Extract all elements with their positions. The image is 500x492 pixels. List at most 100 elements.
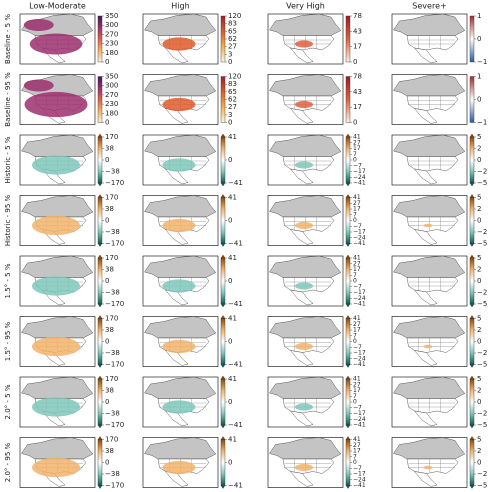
colorbar xyxy=(97,257,103,305)
row-label: Baseline - 5 % xyxy=(4,14,12,64)
colorbar xyxy=(220,76,226,123)
colorbar-tick-label: −17 xyxy=(353,471,366,478)
colorbar-tick-label: 0 xyxy=(228,58,232,66)
colorbar xyxy=(469,76,475,123)
colorbar-extend xyxy=(220,375,226,380)
column-title: Severe+ xyxy=(412,2,446,11)
row-label: 2.0° - 95 % xyxy=(4,442,12,482)
colorbar-tick-label: 5 xyxy=(477,194,481,202)
map-land-north xyxy=(269,74,342,97)
colorbar-tick-label: −24 xyxy=(353,295,366,302)
colorbar-tick-label: 0 xyxy=(477,398,481,406)
colorbar-tick-label: 0 xyxy=(353,278,357,285)
colorbar-extend xyxy=(220,315,226,319)
colorbar-tick-label: 38 xyxy=(105,387,114,395)
map-shading xyxy=(295,161,313,169)
colorbar-tick-label: −170 xyxy=(105,361,124,369)
colorbar xyxy=(220,197,226,244)
colorbar-tick-label: 41 xyxy=(228,436,237,444)
colorbar-tick-label: 7 xyxy=(353,332,357,339)
colorbar-tick-label: 0 xyxy=(228,338,232,346)
colorbar-extend xyxy=(469,254,475,259)
colorbar-tick-label: 38 xyxy=(105,266,114,274)
map-land-north xyxy=(269,134,342,157)
colorbar-extend xyxy=(97,243,103,247)
map-shading xyxy=(29,33,83,55)
row-label: Baseline - 95 % xyxy=(4,72,12,127)
map-land-north xyxy=(393,13,466,36)
colorbar xyxy=(469,257,475,305)
colorbar xyxy=(220,136,226,184)
map-land-us xyxy=(406,277,459,293)
map-land-north xyxy=(269,437,342,460)
map-shading xyxy=(295,100,313,109)
colorbar-extend xyxy=(469,375,475,380)
colorbar-tick-label: −41 xyxy=(228,361,243,369)
map-land-north xyxy=(269,376,342,399)
colorbar-tick-label: 170 xyxy=(105,315,118,323)
colorbar-tick-label: 43 xyxy=(353,27,362,35)
colorbar-extend xyxy=(345,243,351,247)
map-land-mexico xyxy=(290,471,314,487)
map-shading xyxy=(24,91,88,118)
map-shading xyxy=(162,279,196,293)
colorbar-tick-label: 38 xyxy=(105,205,114,213)
map-shading xyxy=(32,457,80,478)
colorbar-tick-label: 38 xyxy=(105,326,114,334)
colorbar-extend xyxy=(345,436,351,440)
map-land-mexico xyxy=(414,47,438,64)
map-land-north xyxy=(269,255,342,278)
colorbar-extend xyxy=(220,254,226,259)
map-land-mexico xyxy=(414,410,438,427)
colorbar xyxy=(469,15,475,63)
colorbar xyxy=(345,197,351,244)
colorbar-tick-label: −7 xyxy=(353,223,362,230)
map-shading xyxy=(295,282,313,290)
colorbar-tick-label: 83 xyxy=(228,80,237,88)
colorbar-tick-label: −41 xyxy=(353,482,366,489)
colorbar-tick-label: 0 xyxy=(353,157,357,164)
colorbar-tick-label: −170 xyxy=(105,240,124,248)
colorbar xyxy=(345,76,351,123)
colorbar-tick-label: 5 xyxy=(477,375,481,383)
colorbar xyxy=(469,318,475,365)
colorbar-tick-label: −5 xyxy=(477,421,487,429)
colorbar-tick-label: 62 xyxy=(228,96,237,104)
colorbar-tick-label: −7 xyxy=(353,465,362,472)
map-shading xyxy=(162,400,196,414)
colorbar-tick-label: 170 xyxy=(105,133,118,141)
colorbar-tick-label: 27 xyxy=(228,103,237,111)
map-land-mexico xyxy=(290,350,314,366)
colorbar-extend xyxy=(97,315,103,319)
colorbar-tick-label: 65 xyxy=(228,88,237,96)
colorbar-tick-label: −170 xyxy=(105,300,124,308)
colorbar-tick-label: −38 xyxy=(105,349,120,357)
colorbar-tick-label: −24 xyxy=(353,476,366,483)
colorbar-extend xyxy=(345,424,351,429)
colorbar xyxy=(345,378,351,426)
map-land-north xyxy=(393,376,466,399)
colorbar-tick-label: 1 xyxy=(477,12,481,20)
colorbar-tick-label: −5 xyxy=(477,240,487,248)
colorbar-tick-label: −38 xyxy=(105,470,120,478)
colorbar-extend xyxy=(220,485,226,489)
map-land-north xyxy=(144,437,217,460)
colorbar-tick-label: 5 xyxy=(477,315,481,323)
row-label: Historic - 5 % xyxy=(4,136,12,183)
colorbar-extend xyxy=(469,303,475,308)
colorbar-tick-label: 2 xyxy=(477,266,481,274)
colorbar-tick-label: 7 xyxy=(353,272,357,279)
colorbar-tick-label: 5 xyxy=(477,254,481,262)
colorbar-tick-label: 17 xyxy=(353,43,362,51)
colorbar-tick-label: 65 xyxy=(228,27,237,35)
colorbar-tick-label: −5 xyxy=(477,361,487,369)
colorbar-extend xyxy=(220,436,226,440)
colorbar-extend xyxy=(97,485,103,489)
colorbar-tick-label: 0 xyxy=(477,338,481,346)
colorbar-tick-label: 2 xyxy=(477,387,481,395)
colorbar-tick-label: 0 xyxy=(353,119,357,127)
colorbar xyxy=(97,378,103,426)
colorbar-extend xyxy=(469,364,475,368)
map-shading xyxy=(32,397,80,417)
colorbar-tick-label: 3 xyxy=(228,111,232,119)
